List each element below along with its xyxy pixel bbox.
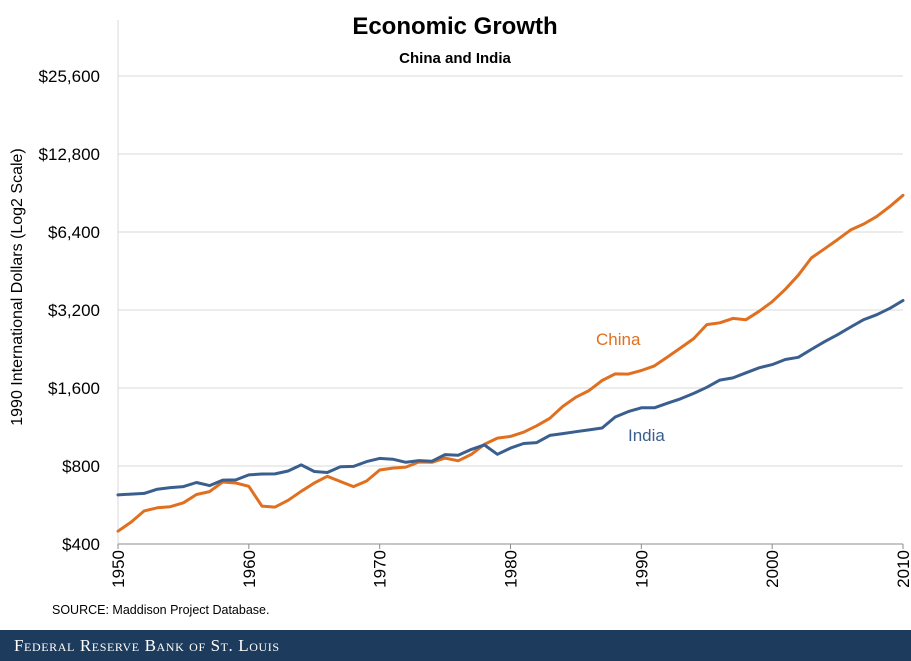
y-tick-labels: $400 $800 $1,600 $3,200 $6,400 $12,800 $25,600 <box>39 67 100 554</box>
india-series-label: India <box>628 426 665 445</box>
x-tick-label: 2010 <box>894 550 911 588</box>
x-tick-label: 2000 <box>763 550 782 588</box>
y-tick-label: $6,400 <box>48 223 100 242</box>
x-tick-label: 1960 <box>240 550 259 588</box>
china-series-label: China <box>596 330 641 349</box>
x-tick-label: 1970 <box>371 550 390 588</box>
x-tick-labels: 1950 1960 1970 1980 1990 2000 2010 <box>109 550 911 588</box>
gridlines <box>118 75 903 467</box>
india-series-line <box>116 299 905 497</box>
series-lines <box>116 193 905 533</box>
y-tick-label: $1,600 <box>48 379 100 398</box>
china-series-line <box>116 193 905 533</box>
y-axis-label: 1990 International Dollars (Log2 Scale) <box>9 148 26 426</box>
y-tick-label: $25,600 <box>39 67 100 86</box>
y-tick-label: $12,800 <box>39 145 100 164</box>
x-tick-label: 1990 <box>632 550 651 588</box>
source-note: SOURCE: Maddison Project Database. <box>52 603 270 617</box>
chart-title: Economic Growth <box>352 13 557 40</box>
y-tick-label: $400 <box>62 535 100 554</box>
footer-banner: Federal Reserve Bank of St. Louis <box>0 630 911 661</box>
x-tick-label: 1950 <box>109 550 128 588</box>
chart-canvas: Economic Growth China and India $400 $800… <box>9 13 911 588</box>
y-tick-label: $800 <box>62 457 100 476</box>
y-tick-label: $3,200 <box>48 301 100 320</box>
footer-brand: Federal Reserve Bank of St. Louis <box>14 636 280 655</box>
x-tick-label: 1980 <box>502 550 521 588</box>
axes <box>117 20 904 549</box>
chart-subtitle: China and India <box>399 50 511 67</box>
